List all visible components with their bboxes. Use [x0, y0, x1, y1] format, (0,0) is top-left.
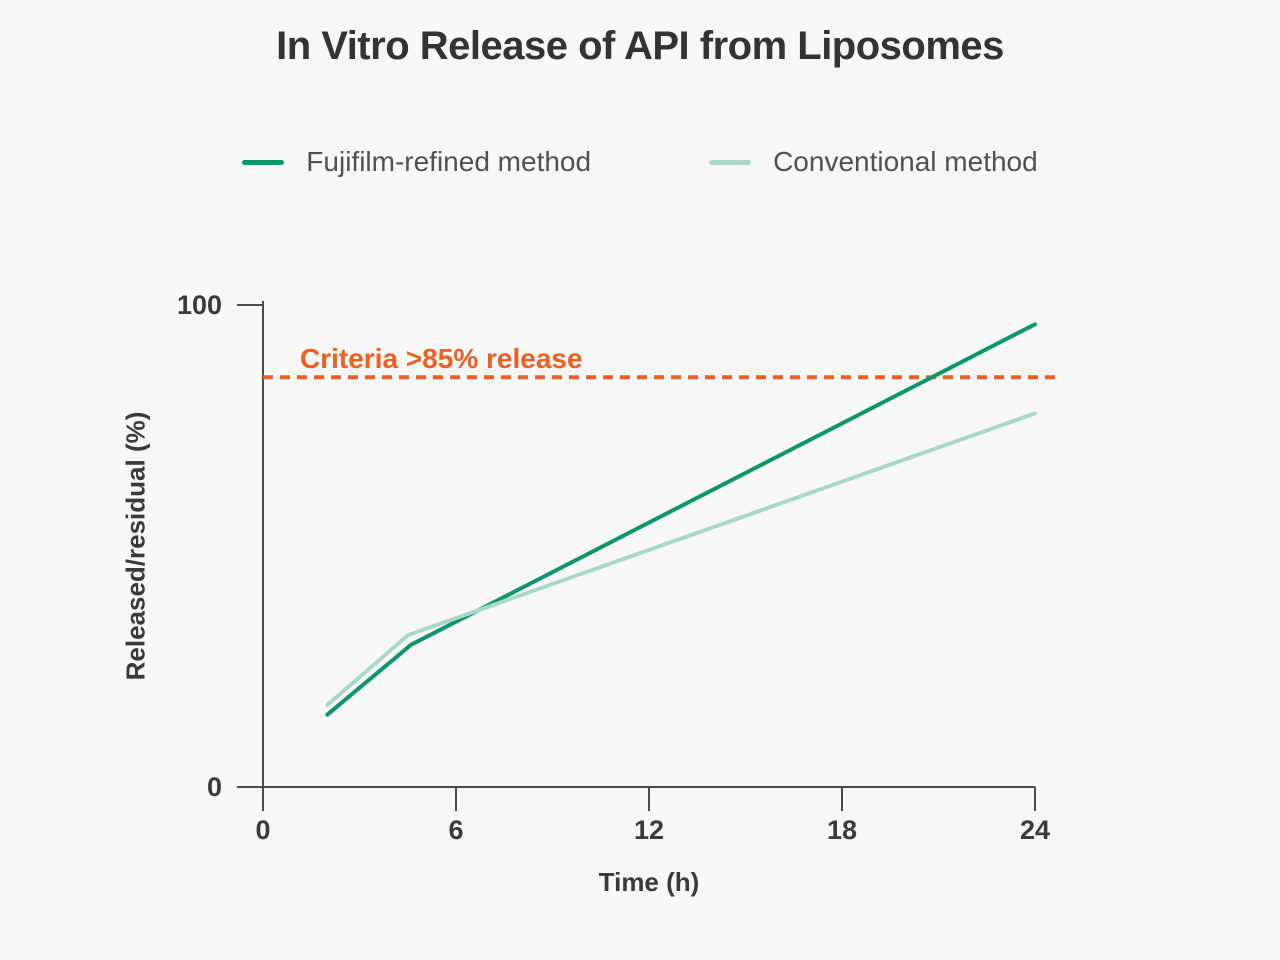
criteria-label: Criteria >85% release: [300, 343, 583, 374]
x-axis-title: Time (h): [598, 867, 700, 897]
legend-swatch-fujifilm-icon: [242, 159, 285, 165]
legend-item-fujifilm: Fujifilm-refined method: [242, 146, 591, 178]
x-tick-label: 12: [634, 815, 664, 845]
legend-item-conventional: Conventional method: [709, 146, 1038, 178]
x-tick-label: 18: [827, 815, 857, 845]
x-tick-label: 0: [255, 815, 270, 845]
legend: Fujifilm-refined method Conventional met…: [0, 146, 1280, 178]
x-tick-label: 6: [448, 815, 463, 845]
x-tick-label: 24: [1020, 815, 1050, 845]
legend-label-fujifilm: Fujifilm-refined method: [306, 146, 592, 177]
legend-label-conventional: Conventional method: [773, 146, 1038, 177]
legend-swatch-conventional-icon: [709, 159, 752, 165]
y-tick-label: 0: [207, 772, 222, 802]
series-line-conventional-method: [325, 411, 1037, 708]
y-axis-title: Released/residual (%): [120, 411, 151, 681]
y-tick-label: 100: [177, 290, 222, 320]
chart-title: In Vitro Release of API from Liposomes: [276, 24, 1004, 68]
series-line-fujifilm-refined-method: [325, 322, 1037, 717]
